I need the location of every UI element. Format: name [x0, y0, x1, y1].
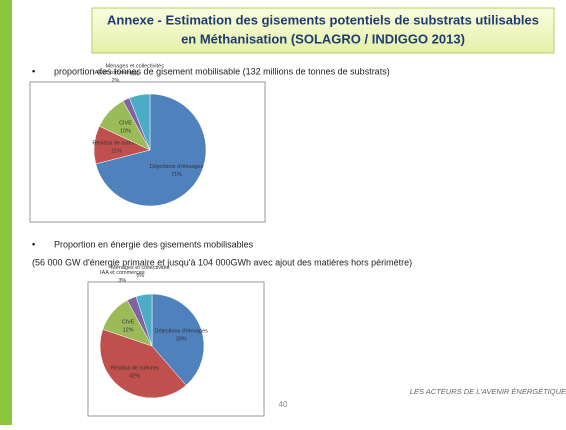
tagline: LES ACTEURS DE L'AVENIR ÉNERGÉTIQUE [410, 387, 566, 396]
pie-slice [99, 328, 187, 399]
pie-slice [135, 293, 153, 347]
title: Annexe - Estimation des gisements potent… [107, 12, 539, 27]
slice-label: Déjections d'élevages [155, 329, 209, 335]
slice-value: 11% [111, 148, 122, 154]
side-bar [0, 0, 12, 425]
title-box [91, 7, 555, 54]
slice-value: 42% [129, 373, 140, 379]
note: (56 000 GW d'énergie primaire et jusqu'à… [32, 257, 412, 267]
slice-value: 10% [120, 128, 131, 134]
page-number: 40 [279, 400, 288, 409]
pie-slice [151, 293, 205, 386]
slice-value: 6% [131, 72, 139, 78]
bullet: proportion des tonnes de gisement mobili… [54, 66, 390, 76]
slice-value: 5% [136, 273, 144, 279]
bullet: Proportion en énergie des gisements mobi… [54, 239, 254, 249]
slice-label: Résidus de cultures [110, 365, 159, 371]
slice-value: 3% [118, 278, 126, 284]
slice-label: IAA et commerces [100, 270, 145, 276]
slice-value: 39% [176, 337, 187, 343]
slice-label: Ménages et collectivités [111, 265, 170, 271]
slice-label: Ménages et collectivités [106, 64, 165, 70]
pie-slice [129, 93, 151, 151]
slice-label: Déjections d'élevages [150, 164, 204, 170]
bullet-dot: • [32, 239, 35, 249]
pie-slice [95, 93, 207, 207]
slice-value: 12% [123, 327, 134, 333]
bullet-dot: • [32, 66, 35, 76]
slice-value: 71% [171, 172, 182, 178]
slice-value: 2% [111, 78, 119, 84]
slice-label: IAA et commerces [93, 70, 138, 76]
slice-label: CIVE [119, 120, 132, 126]
slice-label: Résidus de cultures [92, 140, 141, 146]
slice-label: CIVE [122, 319, 135, 325]
title: en Méthanisation (SOLAGRO / INDIGGO 2013… [181, 31, 465, 46]
